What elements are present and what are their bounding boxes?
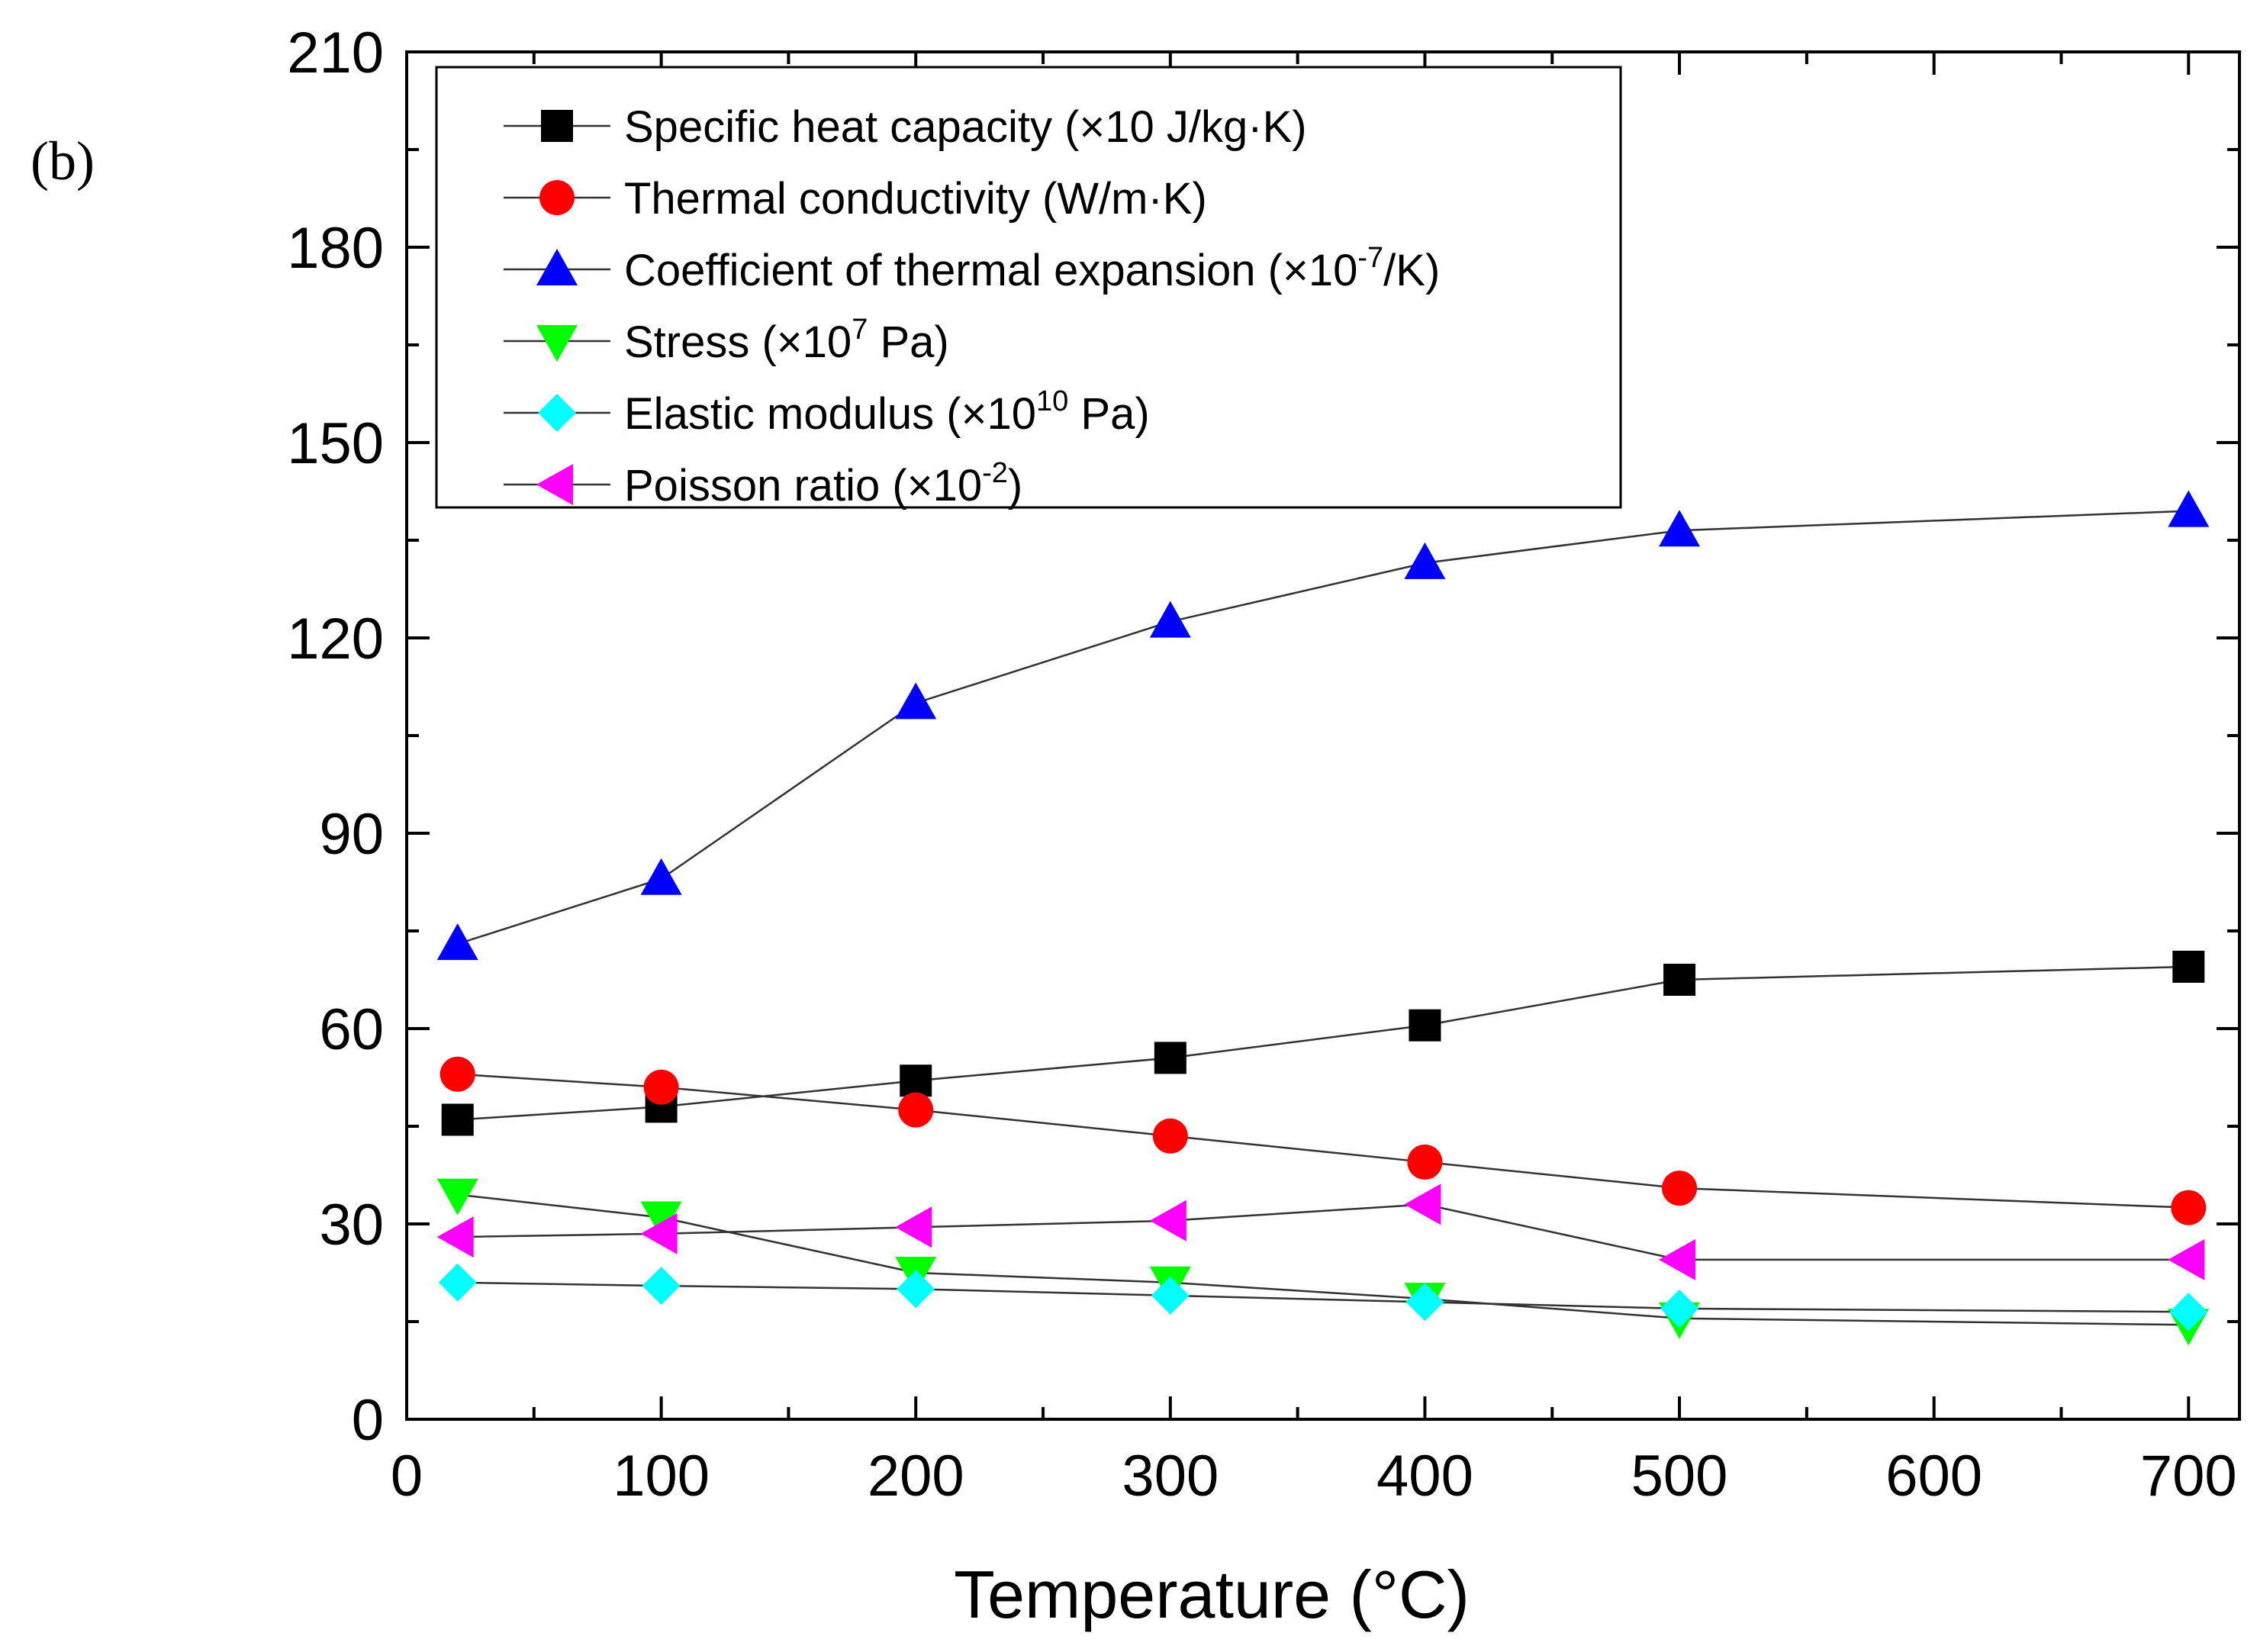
- x-tick-label: 500: [1631, 1444, 1728, 1509]
- data-point: [640, 858, 682, 895]
- legend-label: Stress (×107 Pa): [624, 314, 949, 367]
- data-point: [1149, 1200, 1186, 1241]
- data-point: [1404, 542, 1446, 579]
- y-tick-label: 90: [319, 802, 384, 867]
- data-point: [643, 1069, 679, 1105]
- x-axis-title: Temperature (°C): [954, 1557, 1470, 1632]
- y-tick-label: 60: [319, 997, 384, 1062]
- data-point: [898, 1092, 934, 1128]
- data-point: [1663, 964, 1696, 996]
- legend-entry: Specific heat capacity (×10 J/kg·K): [504, 102, 1307, 152]
- data-point: [1152, 1118, 1188, 1154]
- data-point: [436, 1178, 478, 1216]
- legend-entry: Poisson ratio (×10-2): [504, 457, 1022, 510]
- data-point: [2171, 1190, 2207, 1225]
- x-tick-label: 700: [2140, 1444, 2237, 1509]
- data-point: [1660, 1289, 1699, 1328]
- data-point: [1404, 1183, 1441, 1225]
- data-point: [1409, 1009, 1441, 1042]
- legend-label: Specific heat capacity (×10 J/kg·K): [624, 102, 1307, 152]
- series-4: [438, 1263, 2208, 1332]
- y-tick-label: 0: [352, 1388, 384, 1453]
- series-2: [436, 490, 2210, 961]
- legend: Specific heat capacity (×10 J/kg·K) Therm…: [435, 66, 1622, 510]
- data-point: [642, 1267, 681, 1306]
- data-point: [1154, 1042, 1186, 1074]
- series-line: [457, 1203, 2189, 1261]
- legend-entry: Thermal conductivity (W/m·K): [504, 174, 1207, 224]
- data-point: [895, 682, 937, 720]
- data-point: [441, 1103, 474, 1136]
- legend-entry: Coefficient of thermal expansion (×10-7/…: [504, 242, 1440, 295]
- data-point: [1151, 1276, 1190, 1315]
- data-point: [900, 1064, 932, 1097]
- legend-label: Elastic modulus (×1010 Pa): [624, 385, 1150, 439]
- data-point: [640, 1212, 678, 1254]
- data-point: [436, 1216, 474, 1258]
- data-point: [2168, 1238, 2205, 1280]
- legend-marker: [536, 325, 578, 362]
- data-point: [897, 1270, 935, 1309]
- legend-label: Poisson ratio (×10-2): [624, 457, 1022, 510]
- series-line: [457, 1073, 2189, 1209]
- series-3: [436, 1178, 2210, 1346]
- x-tick-label: 0: [391, 1444, 423, 1509]
- data-point: [1405, 1283, 1444, 1322]
- series-5: [436, 1183, 2205, 1280]
- y-tick-label: 120: [287, 607, 384, 671]
- legend-entry: Stress (×107 Pa): [504, 314, 949, 367]
- legend-label: Thermal conductivity (W/m·K): [624, 174, 1207, 224]
- x-tick-label: 600: [1885, 1444, 1982, 1509]
- x-tick-label: 100: [613, 1444, 710, 1509]
- y-tick-label: 150: [287, 411, 384, 476]
- legend-marker: [538, 394, 576, 432]
- data-point: [2168, 490, 2210, 527]
- y-tick-label: 30: [319, 1193, 384, 1258]
- data-point: [436, 923, 478, 961]
- data-point: [1659, 510, 1701, 547]
- data-point: [1407, 1144, 1443, 1180]
- data-point: [1149, 601, 1191, 638]
- legend-marker: [536, 249, 578, 285]
- series-line: [457, 510, 2189, 945]
- data-point: [1662, 1171, 1698, 1206]
- x-tick-label: 300: [1122, 1444, 1219, 1509]
- legend-label: Coefficient of thermal expansion (×10-7/…: [624, 242, 1440, 295]
- data-point: [640, 1201, 682, 1238]
- legend-marker: [536, 464, 573, 505]
- data-point: [2172, 950, 2205, 983]
- series-line: [457, 1281, 2189, 1313]
- data-point: [2169, 1293, 2208, 1332]
- axes: 0 30 60 90 120 150 180 210 0 100 200 300 400 500 600 70…: [287, 21, 2241, 1509]
- y-tick-label: 180: [287, 216, 384, 281]
- x-tick-label: 200: [868, 1444, 964, 1509]
- series-line: [457, 965, 2189, 1121]
- data-point: [1659, 1238, 1696, 1280]
- data-point: [439, 1056, 475, 1092]
- legend-marker: [541, 110, 573, 142]
- panel-label: (b): [31, 130, 95, 192]
- legend-marker: [539, 180, 575, 215]
- x-tick-label: 400: [1376, 1444, 1473, 1509]
- plot-area: [436, 490, 2210, 1346]
- data-point: [438, 1263, 477, 1302]
- data-point: [895, 1206, 932, 1248]
- legend-entry: Elastic modulus (×1010 Pa): [504, 385, 1150, 439]
- series-1: [439, 1056, 2207, 1225]
- legend-box: [435, 66, 1622, 509]
- series-0: [441, 950, 2205, 1136]
- y-tick-label: 210: [287, 21, 384, 85]
